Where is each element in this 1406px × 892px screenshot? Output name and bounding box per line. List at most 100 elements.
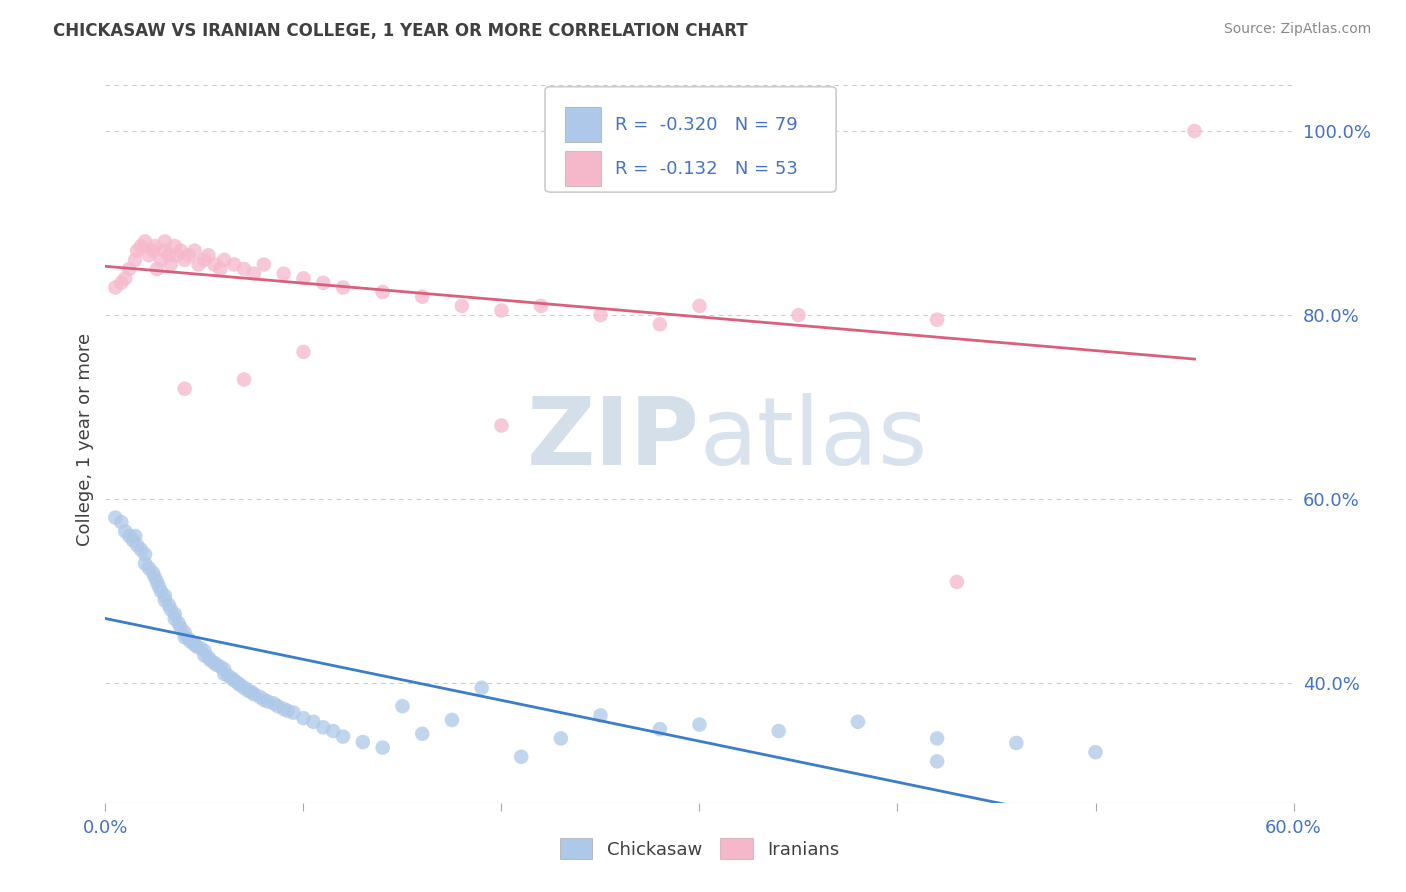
Point bbox=[118, 262, 141, 277]
Point bbox=[183, 638, 205, 652]
Point bbox=[263, 697, 285, 711]
Point bbox=[217, 669, 239, 683]
Point bbox=[197, 248, 219, 262]
Point bbox=[243, 267, 266, 281]
Point bbox=[411, 290, 433, 304]
Point bbox=[149, 252, 172, 267]
Point bbox=[925, 312, 948, 326]
Point bbox=[122, 533, 145, 548]
Point bbox=[391, 699, 413, 714]
Point bbox=[689, 717, 711, 731]
Point bbox=[589, 308, 612, 322]
Point bbox=[292, 711, 315, 725]
Point bbox=[167, 616, 190, 631]
Point bbox=[224, 257, 246, 271]
Text: R =  -0.320   N = 79: R = -0.320 N = 79 bbox=[616, 116, 797, 134]
Point bbox=[312, 276, 335, 290]
Point bbox=[127, 244, 149, 258]
Point bbox=[134, 235, 156, 249]
Point bbox=[530, 299, 553, 313]
Point bbox=[202, 656, 225, 670]
Point bbox=[267, 699, 290, 714]
Point bbox=[322, 724, 344, 739]
Point bbox=[170, 244, 193, 258]
Point bbox=[173, 382, 195, 396]
Point bbox=[440, 713, 463, 727]
Point bbox=[138, 561, 160, 575]
Point bbox=[787, 308, 810, 322]
Point bbox=[233, 681, 256, 695]
Point bbox=[173, 625, 195, 640]
Point bbox=[193, 644, 215, 658]
Point bbox=[114, 524, 136, 539]
Point bbox=[221, 672, 243, 686]
Point bbox=[143, 239, 166, 253]
Point bbox=[589, 708, 612, 723]
Point bbox=[143, 570, 166, 584]
Point bbox=[243, 687, 266, 701]
Point bbox=[471, 681, 494, 695]
Point bbox=[292, 271, 315, 285]
Point bbox=[205, 657, 228, 672]
Point bbox=[925, 755, 948, 769]
Point bbox=[648, 318, 671, 332]
Point bbox=[371, 285, 394, 299]
Point bbox=[200, 653, 222, 667]
Point bbox=[129, 239, 152, 253]
Point bbox=[153, 589, 176, 603]
Point bbox=[159, 602, 181, 616]
FancyBboxPatch shape bbox=[546, 87, 837, 192]
Point bbox=[134, 557, 156, 571]
Point bbox=[118, 529, 141, 543]
Point bbox=[256, 695, 278, 709]
Point bbox=[193, 252, 215, 267]
Point bbox=[146, 262, 169, 277]
Point bbox=[197, 650, 219, 665]
Point bbox=[127, 538, 149, 552]
Point bbox=[292, 344, 315, 359]
Point bbox=[273, 267, 295, 281]
Point bbox=[110, 515, 132, 529]
Point bbox=[233, 262, 256, 277]
Point bbox=[166, 248, 188, 262]
Point bbox=[277, 704, 299, 718]
Point bbox=[148, 580, 170, 594]
Point bbox=[491, 418, 513, 433]
Point bbox=[187, 257, 209, 271]
Point bbox=[177, 632, 200, 646]
Text: atlas: atlas bbox=[700, 393, 928, 485]
Point bbox=[214, 252, 236, 267]
Point bbox=[240, 685, 263, 699]
Point bbox=[163, 612, 186, 626]
Point bbox=[550, 731, 572, 746]
FancyBboxPatch shape bbox=[565, 152, 600, 186]
Point bbox=[1084, 745, 1107, 759]
Point bbox=[302, 714, 325, 729]
Point bbox=[352, 735, 374, 749]
Point bbox=[229, 678, 252, 692]
Point bbox=[214, 667, 236, 681]
Point bbox=[114, 271, 136, 285]
Point bbox=[332, 280, 354, 294]
Point bbox=[332, 730, 354, 744]
Point bbox=[153, 235, 176, 249]
Point bbox=[163, 239, 186, 253]
Point bbox=[153, 244, 176, 258]
Point bbox=[134, 547, 156, 561]
Point bbox=[689, 299, 711, 313]
Point bbox=[846, 714, 869, 729]
Point bbox=[129, 542, 152, 557]
Point bbox=[249, 690, 271, 704]
Point bbox=[925, 731, 948, 746]
Point bbox=[253, 692, 276, 706]
Point bbox=[163, 607, 186, 622]
Point bbox=[104, 510, 127, 524]
Text: R =  -0.132   N = 53: R = -0.132 N = 53 bbox=[616, 160, 799, 178]
Point bbox=[946, 574, 969, 589]
Point bbox=[768, 724, 790, 739]
Point bbox=[312, 720, 335, 734]
Point bbox=[1005, 736, 1028, 750]
Point bbox=[138, 248, 160, 262]
Point bbox=[149, 584, 172, 599]
Point bbox=[209, 262, 232, 277]
